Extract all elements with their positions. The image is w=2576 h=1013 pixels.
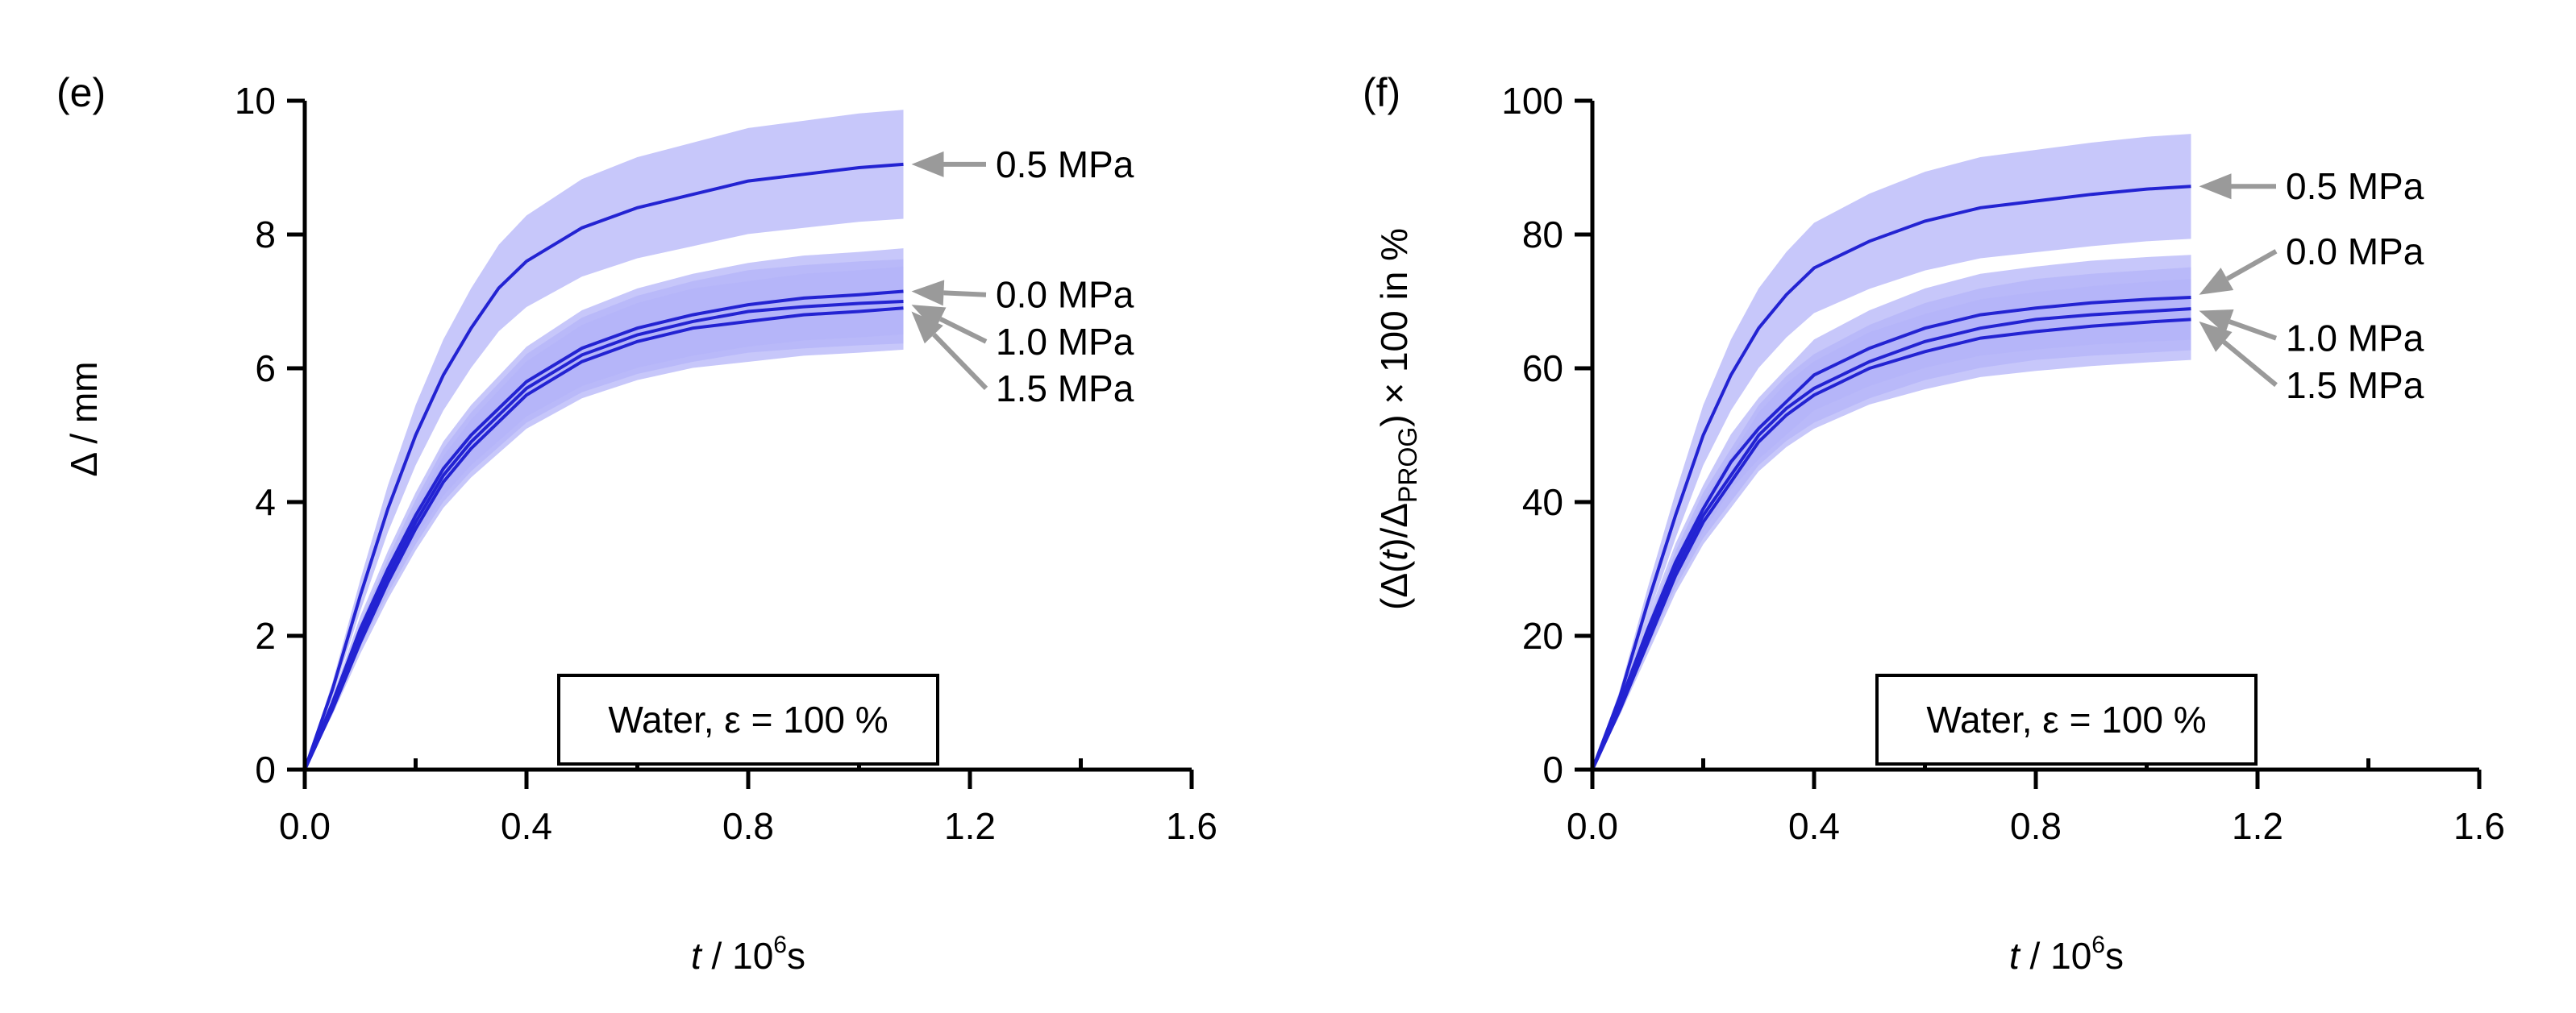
series-line <box>1592 296 2191 770</box>
series-line <box>1592 185 2191 770</box>
x-tick-label: 1.2 <box>944 805 996 847</box>
panel-e: (e) 0 2 4 6 8 10 0.0 0.4 0.8 1.2 1.6 0.5 MPa 0.0 MP… <box>56 70 1217 977</box>
series-label: 0.5 MPa <box>996 143 1134 185</box>
y-tick-label: 0 <box>255 749 276 791</box>
label-arrow <box>2222 340 2278 388</box>
y-tick-label: 40 <box>1522 481 1563 523</box>
series-line <box>1592 307 2191 770</box>
annotation-text-e: Water, ε = 100 % <box>608 699 888 741</box>
y-tick-label: 2 <box>255 615 276 657</box>
label-arrow-head <box>911 311 943 344</box>
label-arrow-head <box>2199 309 2234 334</box>
series-band <box>1592 279 2191 770</box>
x-tick-label: 1.6 <box>2453 805 2505 847</box>
panel-f: (f) 0 20 40 60 80 100 0.0 0.4 0.8 1.2 1.6 0.5 MPa 0… <box>1363 70 2505 977</box>
x-tick-label: 0.4 <box>501 805 552 847</box>
label-arrow <box>2225 249 2278 281</box>
label-arrow <box>939 317 988 344</box>
x-tick-label: 0.0 <box>279 805 331 847</box>
series-line <box>305 162 904 770</box>
label-arrow <box>932 333 988 390</box>
y-axis-title-f: (Δ(t)/ΔPROG) × 100 in % <box>1373 228 1422 610</box>
panel-label-f: (f) <box>1363 70 1400 115</box>
label-arrow-head <box>2199 321 2233 352</box>
label-arrow <box>2229 319 2278 341</box>
y-tick-label: 60 <box>1522 347 1563 389</box>
y-tick-label: 80 <box>1522 214 1563 255</box>
y-tick-label: 0 <box>1542 749 1563 791</box>
axes-e: 0 2 4 6 8 10 0.0 0.4 0.8 1.2 1.6 <box>235 80 1217 847</box>
series-label: 0.0 MPa <box>996 274 1134 316</box>
series-label: 1.0 MPa <box>2286 318 2424 359</box>
series-line <box>305 300 904 770</box>
series-label: 0.0 MPa <box>2286 230 2424 272</box>
label-arrow-head <box>2199 268 2234 295</box>
x-tick-label: 0.8 <box>2010 805 2062 847</box>
annotation-text-f: Water, ε = 100 % <box>1926 699 2206 741</box>
label-arrow-head <box>911 280 945 306</box>
series-line <box>305 306 904 770</box>
x-tick-label: 0.8 <box>722 805 774 847</box>
label-arrow-head <box>911 151 944 177</box>
y-tick-label: 6 <box>255 347 276 389</box>
x-axis-title-e: t / 106s <box>691 932 805 977</box>
series-line <box>1592 318 2191 770</box>
series-band <box>305 266 904 770</box>
series-label: 0.5 MPa <box>2286 165 2424 207</box>
x-axis-title-f: t / 106s <box>2009 932 2124 977</box>
x-tick-label: 1.2 <box>2232 805 2283 847</box>
series-label: 1.0 MPa <box>996 321 1134 363</box>
series-band <box>1592 134 2191 770</box>
label-arrow-head <box>2199 173 2232 200</box>
x-tick-label: 0.0 <box>1567 805 1618 847</box>
series-label: 1.5 MPa <box>2286 364 2424 406</box>
x-tick-label: 0.4 <box>1788 805 1840 847</box>
series-line <box>305 289 904 770</box>
series-label: 1.5 MPa <box>996 367 1134 409</box>
y-tick-label: 8 <box>255 214 276 255</box>
y-tick-label: 10 <box>235 80 276 122</box>
x-tick-label: 1.6 <box>1166 805 1217 847</box>
y-axis-title-e: Δ / mm <box>63 361 105 476</box>
y-tick-label: 100 <box>1501 80 1563 122</box>
label-arrow <box>943 290 987 297</box>
y-tick-label: 20 <box>1522 615 1563 657</box>
series-band <box>305 110 904 770</box>
y-tick-label: 4 <box>255 481 276 523</box>
annotation-box-f: Water, ε = 100 % <box>1875 674 2258 766</box>
panel-label-e: (e) <box>56 70 106 115</box>
annotation-box-e: Water, ε = 100 % <box>557 674 939 766</box>
